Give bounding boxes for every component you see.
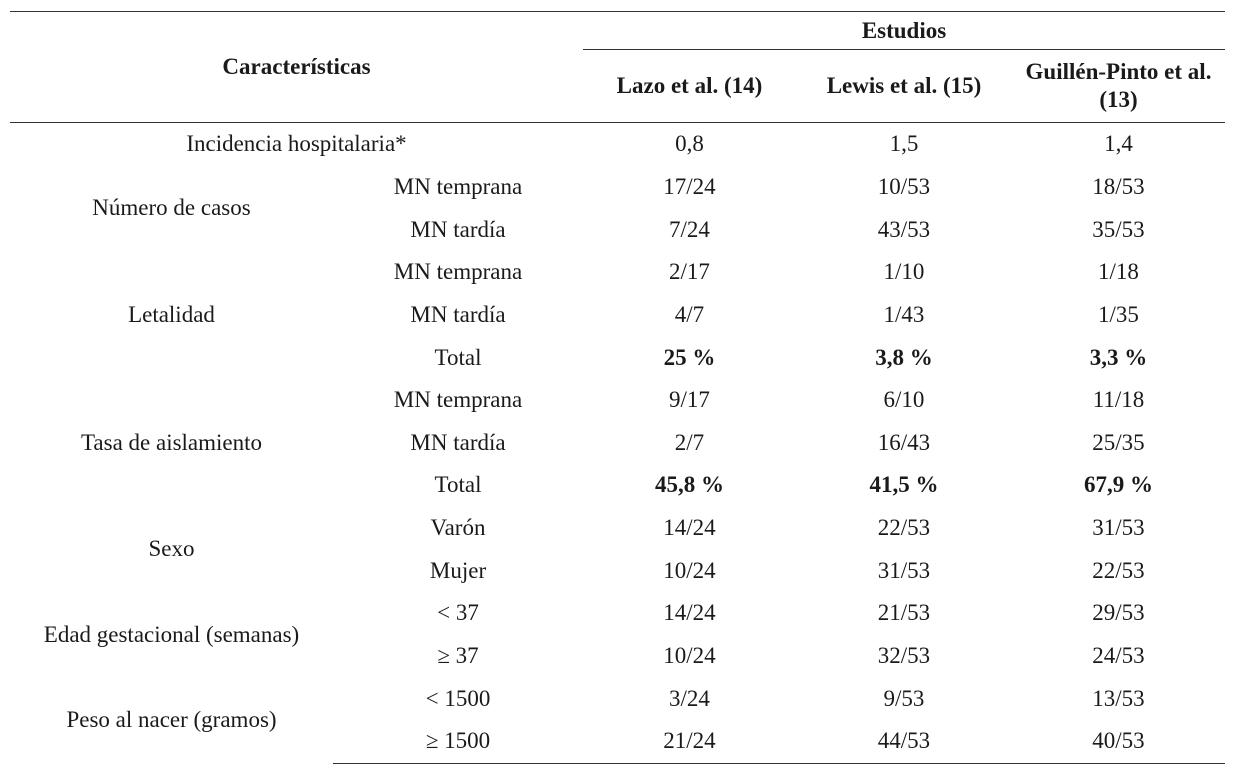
- sub-label: Total: [434, 344, 482, 370]
- cell-value: 24/53: [1092, 643, 1145, 668]
- total-value: 25 %: [663, 344, 716, 370]
- cell-value: 0,8: [675, 131, 704, 157]
- cell-value: 6/10: [883, 387, 925, 413]
- cell-value: 1,4: [1104, 131, 1133, 157]
- cell-value: 14/24: [663, 515, 716, 541]
- table-row: MN tardía 2/7 16/43 25/35: [10, 421, 1225, 464]
- cell-value: 16/43: [877, 429, 931, 455]
- cell-value: 10/24: [663, 643, 716, 668]
- sub-label: < 37: [437, 600, 479, 626]
- cell-value: 9/17: [669, 387, 710, 413]
- cell-value: 1/43: [883, 301, 925, 327]
- cell-value: 10/53: [877, 173, 931, 199]
- total-value: 45,8 %: [655, 472, 724, 498]
- sub-label: MN temprana: [393, 173, 523, 199]
- sub-label: < 1500: [425, 685, 491, 711]
- table-body: Incidencia hospitalaria* 0,8 1,5 1,4 Núm…: [10, 123, 1225, 764]
- studies-header: Estudios: [583, 11, 1225, 50]
- cell-value: 3/24: [669, 685, 710, 711]
- cell-value: 14/24: [663, 600, 716, 626]
- cell-value: 10/24: [663, 557, 716, 583]
- table-row: ≥ 37 10/24 32/53 24/53: [10, 635, 1225, 678]
- cell-value: 4/7: [674, 301, 705, 327]
- cell-value: 13/53: [1092, 685, 1145, 711]
- row-label-isolation: Tasa de aislamiento: [80, 429, 263, 455]
- cell-value: 22/53: [1092, 557, 1145, 583]
- sub-label: ≥ 1500: [333, 719, 583, 764]
- row-label-gestational-age: Edad gestacional (semanas): [43, 621, 300, 647]
- cell-value: 7/24: [669, 216, 710, 242]
- row-label-lethality: Letalidad: [128, 301, 215, 327]
- sub-label: Total: [434, 472, 482, 498]
- cell-value: 2/7: [674, 429, 705, 455]
- cell-value: 44/53: [796, 719, 1012, 764]
- table-row: Total 25 % 3,8 % 3,3 %: [10, 336, 1225, 379]
- total-value: 41,5 %: [869, 472, 939, 498]
- cell-value: 9/53: [883, 685, 925, 711]
- cell-value: 43/53: [877, 216, 931, 242]
- table-header: Características Estudios Lazo et al. (14…: [10, 11, 1225, 123]
- sub-label: Mujer: [429, 557, 487, 583]
- sub-label: MN temprana: [393, 387, 523, 413]
- cell-value: 1/18: [1098, 259, 1139, 285]
- cell-value: 32/53: [877, 643, 931, 668]
- table-row: Tasa de aislamiento MN temprana 9/17 6/1…: [10, 379, 1225, 455]
- table-row: Número de casos MN temprana 17/24 10/53 …: [10, 166, 1225, 220]
- cell-value: 2/17: [669, 259, 710, 285]
- cell-value: 22/53: [877, 515, 931, 541]
- total-value: 3,8 %: [875, 344, 933, 370]
- study-header-lewis: Lewis et al. (15): [796, 49, 1012, 123]
- row-label-birth-weight: Peso al nacer (gramos): [66, 707, 277, 733]
- study-header-guillen-pinto: Guillén-Pinto et al. (13): [1012, 49, 1225, 123]
- cell-value: 17/24: [663, 173, 716, 199]
- table-row: ≥ 1500 21/24 44/53 40/53: [10, 719, 1225, 764]
- row-label-sex: Sexo: [148, 536, 195, 562]
- table-row: Edad gestacional (semanas) < 37 14/24 21…: [10, 592, 1225, 646]
- cell-value: 25/35: [1092, 429, 1145, 455]
- cell-value: 21/24: [583, 719, 796, 764]
- cell-value: 18/53: [1092, 173, 1145, 199]
- cell-value: 1/35: [1098, 301, 1139, 327]
- total-value: 67,9 %: [1084, 472, 1153, 498]
- cell-value: 35/53: [1092, 216, 1145, 242]
- cell-value: 29/53: [1092, 600, 1145, 626]
- cell-value: 1,5: [889, 131, 919, 157]
- characteristics-header: Características: [10, 11, 583, 123]
- sub-label: MN tardía: [410, 429, 506, 455]
- study-header-lazo: Lazo et al. (14): [583, 49, 796, 123]
- row-label-incidence: Incidencia hospitalaria*: [186, 131, 407, 157]
- sub-label: Varón: [430, 515, 486, 541]
- sub-label: MN tardía: [410, 301, 506, 327]
- table-row: Incidencia hospitalaria* 0,8 1,5 1,4: [10, 123, 1225, 166]
- sub-label: MN temprana: [393, 259, 523, 285]
- total-value: 3,3 %: [1089, 344, 1148, 370]
- sub-label: ≥ 37: [437, 643, 479, 668]
- cell-value: 11/18: [1092, 387, 1145, 413]
- table-row: Letalidad MN temprana 2/17 1/10 1/18: [10, 251, 1225, 327]
- sub-label: MN tardía: [410, 216, 506, 242]
- cell-value: 31/53: [877, 557, 931, 583]
- table-row: Mujer 10/24 31/53 22/53: [10, 549, 1225, 592]
- table-row: MN tardía 4/7 1/43 1/35: [10, 294, 1225, 337]
- table-row: Total 45,8 % 41,5 % 67,9 %: [10, 464, 1225, 507]
- cell-value: 31/53: [1092, 515, 1145, 541]
- cell-value: 21/53: [877, 600, 931, 626]
- cell-value: 40/53: [1012, 719, 1225, 764]
- table-row: MN tardía 7/24 43/53 35/53: [10, 208, 1225, 251]
- comparison-table-container: Características Estudios Lazo et al. (14…: [10, 11, 1225, 764]
- table-row: Peso al nacer (gramos) < 1500 3/24 9/53 …: [10, 677, 1225, 733]
- cell-value: 1/10: [883, 259, 925, 285]
- row-label-cases: Número de casos: [92, 195, 251, 221]
- table-row: Sexo Varón 14/24 22/53 31/53: [10, 507, 1225, 561]
- comparison-table: Características Estudios Lazo et al. (14…: [10, 11, 1225, 764]
